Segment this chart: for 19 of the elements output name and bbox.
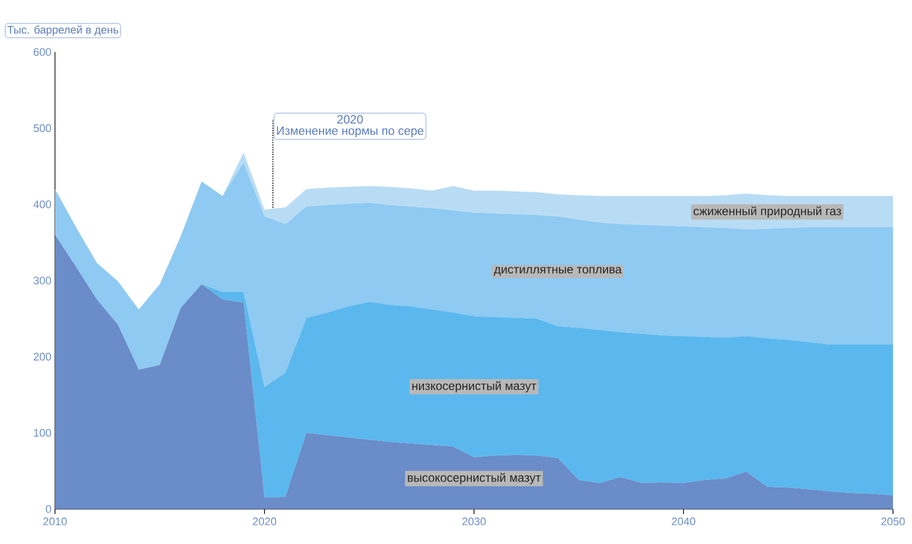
x-tick-label: 2040 xyxy=(672,518,696,526)
series-label: высокосернистый мазут xyxy=(408,472,541,484)
x-tick-label: 2050 xyxy=(881,518,905,526)
series-label: сжиженный природный газ xyxy=(694,206,842,218)
y-tick-label: 0 xyxy=(46,505,52,513)
series-label: низкосернистый мазут xyxy=(412,381,536,392)
x-tick-label: 2030 xyxy=(462,518,486,526)
y-tick-label: 400 xyxy=(33,200,52,208)
x-tick-label: 2010 xyxy=(43,518,67,526)
series-label: дистиллятные топлива xyxy=(494,266,622,276)
annotation: 2020 xyxy=(337,115,363,124)
y-axis-title: Тыс. баррелей в день xyxy=(7,25,118,36)
y-tick-label: 600 xyxy=(34,48,52,56)
y-tick-label: 100 xyxy=(34,428,52,437)
y-tick-label: 200 xyxy=(34,352,52,361)
x-tick-label: 2020 xyxy=(252,518,276,526)
y-tick-label: 300 xyxy=(34,276,52,284)
ref-line-label: Изменение нормы по сере xyxy=(277,126,424,138)
y-tick-label: 500 xyxy=(34,124,52,132)
